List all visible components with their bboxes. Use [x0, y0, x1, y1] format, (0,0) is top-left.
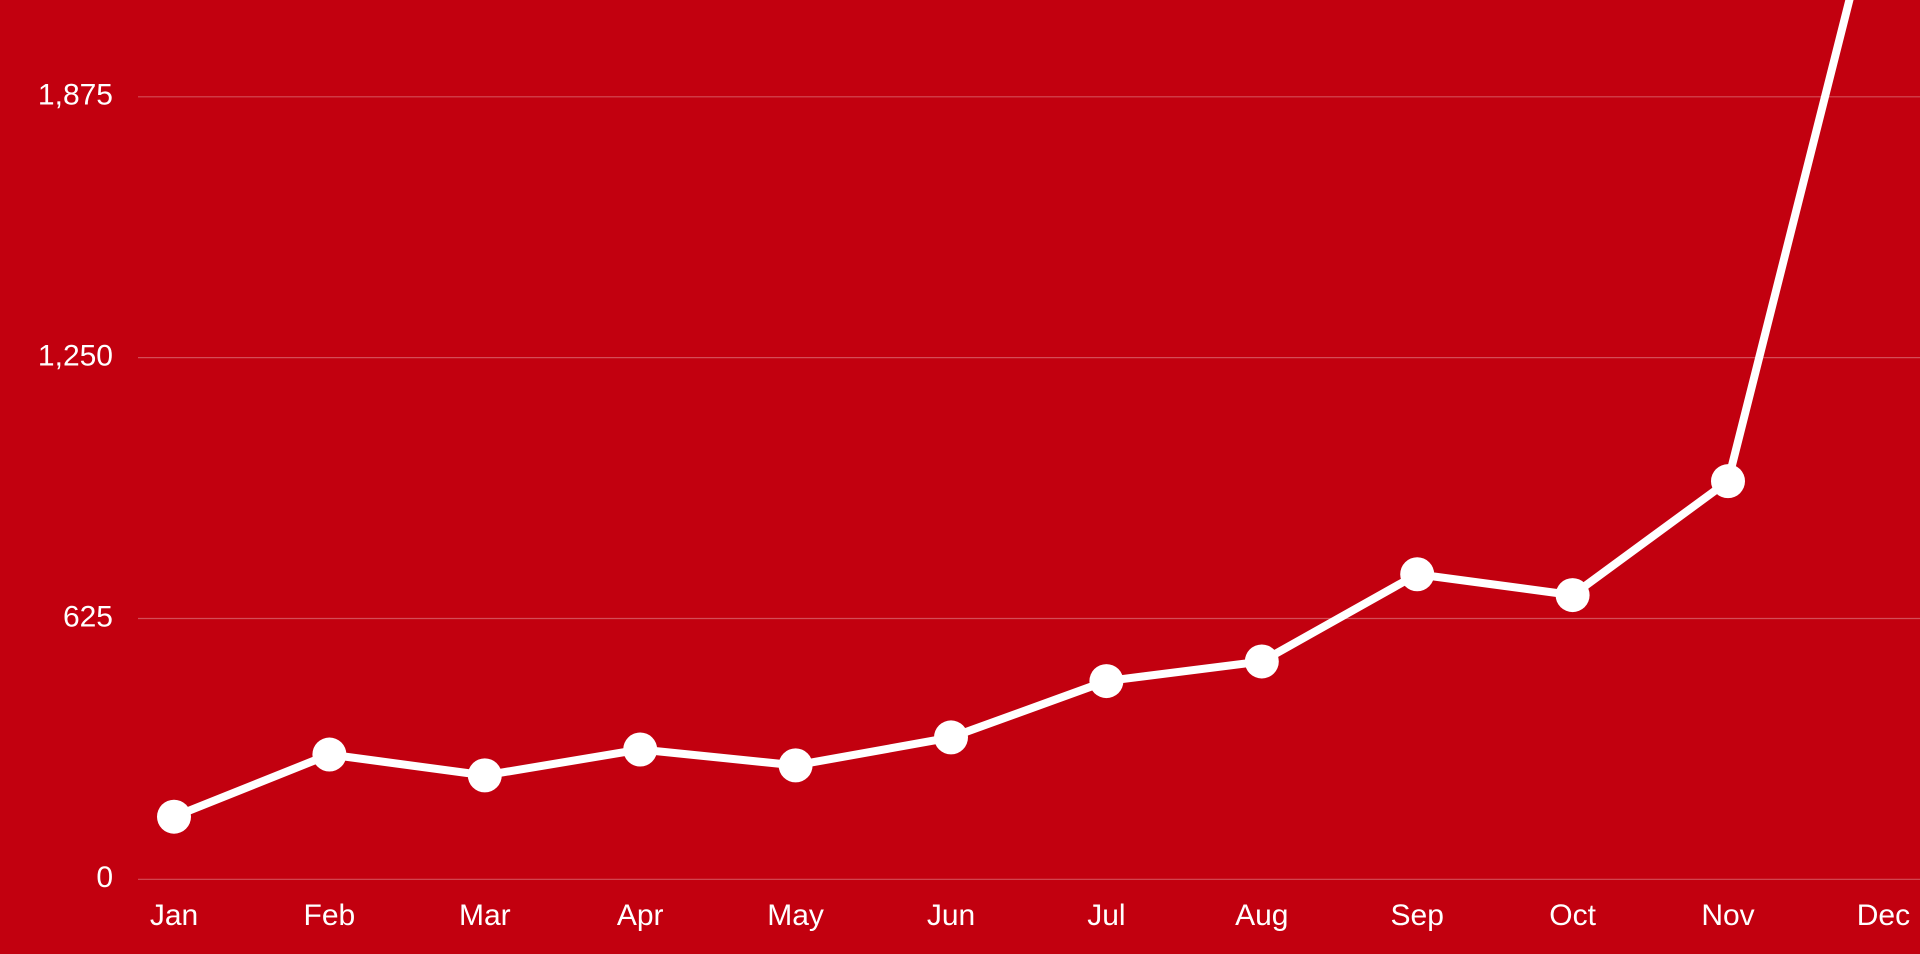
x-tick-label: Jun [927, 899, 975, 932]
x-tick-label: Feb [304, 899, 356, 932]
y-tick-label: 1,875 [38, 79, 113, 112]
data-point [778, 748, 813, 783]
data-line [172, 0, 1854, 821]
y-tick-label: 1,250 [38, 340, 113, 373]
x-tick-label: Oct [1549, 899, 1596, 932]
data-point [623, 732, 658, 767]
data-point [1555, 578, 1590, 613]
y-tick-label: 0 [96, 861, 113, 894]
data-point [467, 758, 502, 793]
data-point [157, 799, 191, 834]
x-tick-label: Aug [1235, 899, 1288, 932]
x-tick-label: Sep [1391, 899, 1444, 932]
x-tick-label: Nov [1701, 899, 1754, 932]
x-tick-label: Mar [459, 899, 511, 932]
data-point [312, 737, 347, 772]
x-tick-label: Dec [1857, 899, 1910, 932]
x-tick-label: Apr [617, 899, 664, 932]
x-tick-label: Jul [1087, 899, 1125, 932]
data-point [1244, 644, 1279, 679]
x-tick-label: May [767, 899, 824, 932]
y-tick-label: 625 [63, 600, 113, 633]
data-point [934, 720, 968, 755]
data-point [1089, 664, 1124, 699]
x-tick-label: Jan [150, 899, 198, 932]
data-point [1400, 557, 1435, 592]
data-point [1711, 464, 1745, 499]
